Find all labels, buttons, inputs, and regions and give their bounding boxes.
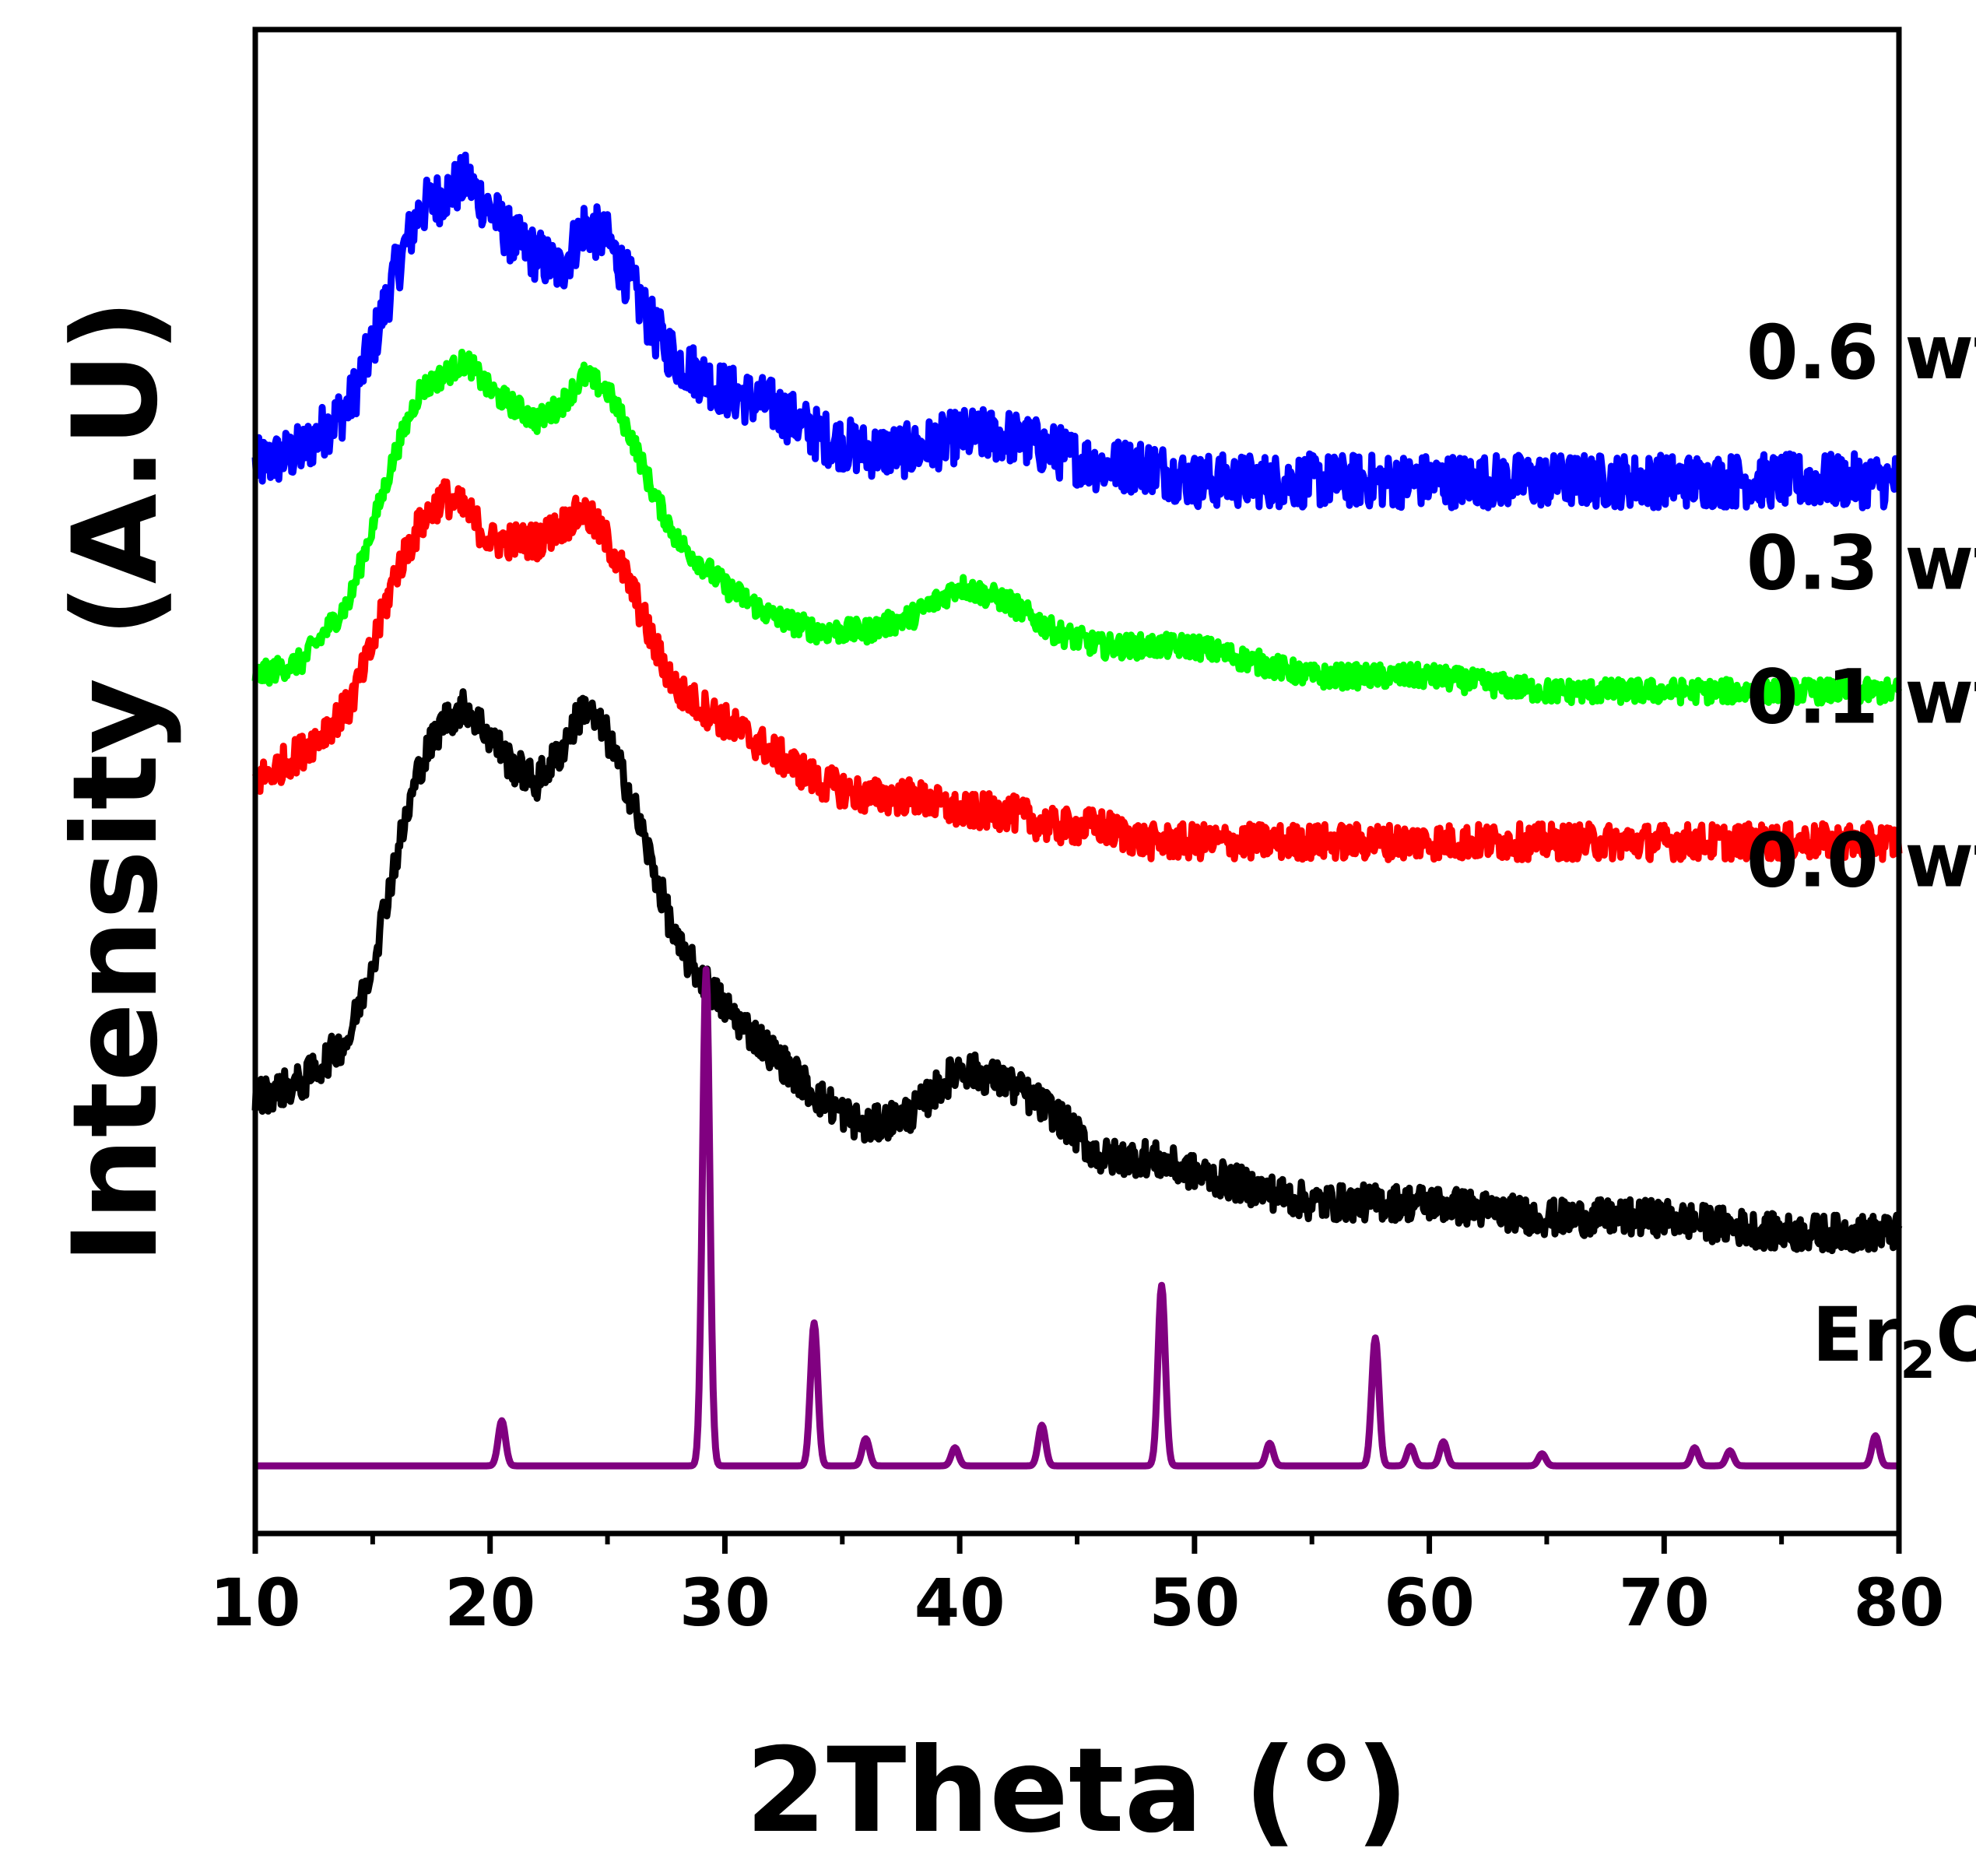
series-line-er2o3 <box>253 966 1901 1470</box>
series-label-0-0-wt: 0.0 wt% <box>1746 817 1976 904</box>
x-tick-label: 70 <box>1619 1565 1710 1641</box>
series-label-0-6-wt: 0.6 wt% <box>1746 309 1976 396</box>
series-label-ero3: Er2O3 <box>1812 1291 1976 1390</box>
series-line-0-3-wt <box>251 349 1903 707</box>
series-line-0-6-wt <box>251 151 1901 511</box>
x-tick-label: 20 <box>444 1565 535 1641</box>
x-axis-ticks <box>252 1533 1902 1554</box>
series-line-0-0-wt <box>251 688 1903 1255</box>
series-layer <box>251 151 1903 1470</box>
x-axis-title: 2Theta (°) <box>746 1723 1409 1859</box>
series-line-0-1-wt <box>251 478 1903 863</box>
x-tick-label: 50 <box>1149 1565 1240 1641</box>
x-tick-label: 30 <box>679 1565 770 1641</box>
series-label-0-3-wt: 0.3 wt% <box>1746 520 1976 607</box>
series-labels: 0.6 wt% 0.3 wt% 0.1 wt% 0.0 wt% Er2O3 <box>1746 309 1976 1390</box>
x-axis-tick-labels: 10 20 30 40 50 60 70 80 <box>210 1565 1945 1641</box>
y-axis-title: Intensity (A.U) <box>48 299 184 1264</box>
series-label-0-1-wt: 0.1 wt% <box>1746 653 1976 740</box>
x-tick-label: 40 <box>914 1565 1006 1641</box>
x-tick-label: 60 <box>1384 1565 1475 1641</box>
x-tick-label: 80 <box>1854 1565 1945 1641</box>
x-tick-label: 10 <box>210 1565 301 1641</box>
